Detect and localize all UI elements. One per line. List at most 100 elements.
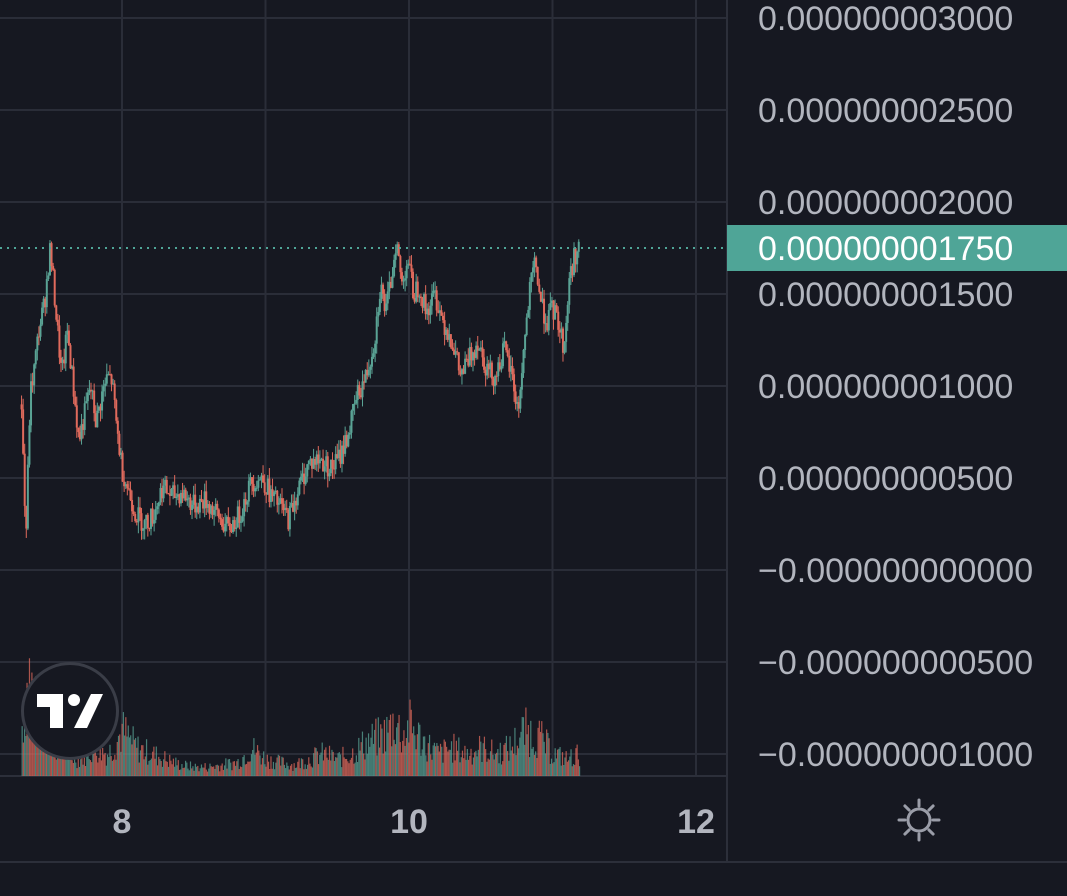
volume-bar bbox=[313, 753, 315, 776]
volume-bar bbox=[303, 769, 305, 776]
candle-body bbox=[93, 390, 96, 414]
volume-bar bbox=[349, 759, 351, 776]
volume-bar bbox=[369, 746, 371, 776]
volume-bar bbox=[320, 752, 322, 776]
candlesticks[interactable] bbox=[20, 239, 580, 540]
volume-bar bbox=[453, 733, 455, 776]
candle-body bbox=[164, 479, 167, 486]
candle-body bbox=[269, 489, 272, 503]
candle-body bbox=[478, 349, 481, 351]
candle-body bbox=[153, 519, 156, 524]
volume-bar bbox=[308, 757, 310, 776]
candle-body bbox=[67, 330, 70, 346]
volume-bar bbox=[380, 724, 382, 776]
volume-bar bbox=[113, 759, 115, 776]
volume-bar bbox=[300, 758, 303, 776]
volume-bar bbox=[214, 768, 216, 776]
candle-body bbox=[323, 466, 326, 472]
candle-body bbox=[257, 480, 260, 488]
candle-body bbox=[533, 257, 536, 268]
candle-body bbox=[310, 458, 313, 469]
volume-bar bbox=[65, 759, 67, 776]
volume-bar bbox=[341, 767, 343, 776]
volume-bar bbox=[89, 760, 92, 776]
volume-bar bbox=[160, 760, 162, 776]
volume-bar bbox=[311, 767, 314, 776]
candle-body bbox=[140, 513, 143, 531]
candle-body bbox=[266, 478, 269, 495]
volume-bar bbox=[225, 758, 227, 776]
volume-bar bbox=[354, 762, 356, 776]
candle-body bbox=[359, 395, 362, 398]
volume-bar bbox=[387, 732, 389, 776]
volume-bar bbox=[33, 729, 35, 776]
volume-bar bbox=[397, 723, 399, 776]
candle-body bbox=[33, 364, 36, 386]
volume-bar bbox=[228, 759, 231, 776]
candle-body bbox=[557, 311, 560, 330]
volume-bar bbox=[547, 732, 549, 776]
candle-body bbox=[484, 369, 487, 376]
volume-bar bbox=[476, 756, 478, 776]
volume-bar bbox=[94, 748, 96, 776]
candle-body bbox=[28, 425, 31, 465]
volume-bar bbox=[153, 746, 155, 776]
volume-bar bbox=[156, 765, 159, 776]
volume-bar bbox=[161, 766, 164, 776]
volume-bar bbox=[82, 764, 84, 776]
candle-body bbox=[71, 366, 74, 369]
candle-body bbox=[157, 502, 160, 507]
candle-body bbox=[205, 491, 208, 508]
volume-bar bbox=[188, 770, 190, 776]
volume-bar bbox=[224, 765, 226, 776]
volume-bar bbox=[208, 768, 210, 776]
candle-body bbox=[58, 325, 61, 358]
volume-bar bbox=[110, 756, 112, 776]
candle-body bbox=[113, 383, 116, 400]
candle-body bbox=[56, 319, 59, 326]
candle-body bbox=[146, 514, 149, 528]
gear-icon[interactable] bbox=[896, 797, 942, 843]
volume-bar bbox=[44, 753, 46, 776]
tradingview-icon bbox=[37, 694, 103, 728]
volume-bar bbox=[216, 764, 218, 776]
candle-body bbox=[41, 307, 44, 325]
candle-body bbox=[238, 506, 241, 523]
volume-bar bbox=[115, 759, 117, 776]
candle-body bbox=[72, 366, 75, 397]
volume-bar bbox=[458, 737, 460, 776]
candle-body bbox=[326, 456, 329, 477]
volume-bar bbox=[261, 758, 264, 776]
volume-bar bbox=[128, 737, 131, 776]
candle-body bbox=[497, 362, 500, 377]
candle-body bbox=[442, 315, 445, 321]
volume-bar bbox=[403, 730, 405, 776]
candle-body bbox=[296, 494, 299, 506]
volume-bar bbox=[405, 737, 407, 776]
candle-body bbox=[52, 266, 55, 270]
volume-bar bbox=[295, 767, 298, 776]
volume-bar bbox=[248, 761, 250, 776]
volume-bar bbox=[288, 769, 290, 776]
tradingview-logo[interactable] bbox=[21, 662, 119, 760]
volume-bar bbox=[203, 767, 205, 776]
volume-bar bbox=[413, 726, 415, 776]
volume-bar bbox=[322, 760, 325, 776]
volume-bar bbox=[45, 742, 48, 776]
volume-bar bbox=[130, 735, 132, 776]
volume-bar bbox=[233, 761, 235, 776]
candle-body bbox=[527, 309, 530, 318]
volume-bar bbox=[134, 738, 137, 776]
candle-body bbox=[440, 310, 443, 316]
volume-bar bbox=[532, 746, 534, 776]
price-axis[interactable]: 0.000000003000 0.000000002500 0.0000000020… bbox=[758, 0, 1033, 774]
volume-bar bbox=[27, 705, 29, 776]
volume-bar bbox=[103, 754, 105, 776]
time-axis[interactable]: 8 10 12 bbox=[113, 803, 715, 841]
volume-bar bbox=[343, 757, 345, 776]
candle-body bbox=[116, 420, 119, 434]
volume-bar bbox=[520, 731, 522, 776]
candle-body bbox=[209, 505, 212, 514]
candle-body bbox=[331, 459, 334, 469]
